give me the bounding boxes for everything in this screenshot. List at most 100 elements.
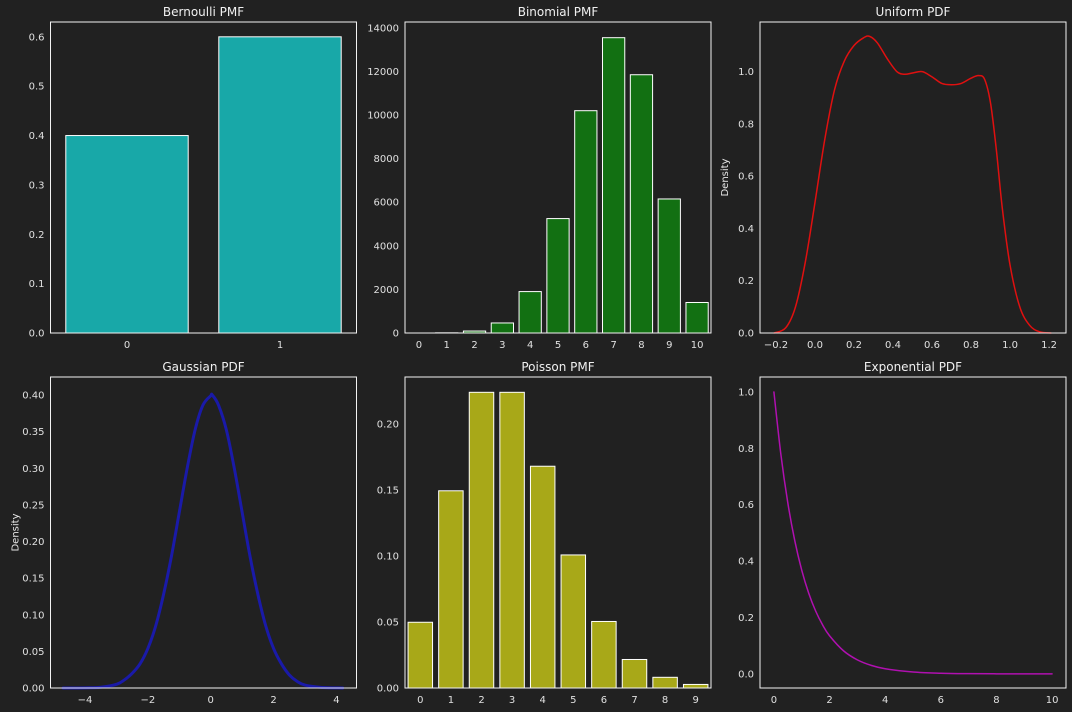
binomial-bar-4: [518, 291, 542, 334]
exponential-xtick-label: 8: [993, 695, 999, 706]
poisson-bar-2: [468, 391, 495, 689]
gaussian-ylabel: Density: [11, 513, 22, 551]
bernoulli-ytick-label: 0.4: [29, 131, 45, 142]
exponential-title: Exponential PDF: [864, 360, 962, 374]
poisson-ytick-label: 0.15: [377, 485, 399, 496]
binomial-xtick-label: 3: [499, 340, 505, 351]
gaussian-ytick-label: 0.20: [22, 537, 44, 548]
subplot-grid: Bernoulli PMF 0 1 0.0 0.1 0.2 0.3 0.4 0.5 0.6 Bino…: [11, 5, 1067, 706]
gaussian-ytick-label: 0.35: [22, 427, 44, 438]
poisson-xtick-label: 6: [601, 695, 607, 706]
bernoulli-ytick-label: 0.3: [29, 180, 45, 191]
uniform-ytick-label: 0.4: [738, 224, 754, 235]
poisson-ytick-label: 0.20: [377, 419, 399, 430]
poisson-ytick-label: 0.10: [377, 551, 399, 562]
binomial-axes-frame: [404, 21, 712, 334]
binomial-ytick-label: 4000: [374, 241, 399, 252]
binomial-ytick-label: 14000: [367, 23, 399, 34]
gaussian-ytick-label: 0.10: [22, 610, 44, 621]
exponential-xtick-label: 0: [771, 695, 777, 706]
poisson-xtick-label: 2: [478, 695, 484, 706]
binomial-xtick-label: 6: [583, 340, 589, 351]
exponential-ytick-label: 1.0: [738, 387, 754, 398]
bernoulli-xtick-label: 0: [124, 340, 130, 351]
exponential-xtick-label: 2: [826, 695, 832, 706]
uniform-xtick-label: 0.4: [885, 340, 901, 351]
poisson-title: Poisson PMF: [521, 360, 594, 374]
poisson-xtick-label: 5: [570, 695, 576, 706]
binomial-title: Binomial PMF: [518, 5, 599, 19]
poisson-axes-frame: [404, 376, 712, 689]
poisson-xtick-label: 4: [540, 695, 546, 706]
gaussian-xtick-label: 0: [208, 695, 214, 706]
gaussian-ytick-label: 0.00: [22, 684, 44, 695]
poisson-xtick-label: 1: [448, 695, 454, 706]
poisson-bar-8: [652, 676, 678, 689]
gaussian-xtick-label: 2: [270, 695, 276, 706]
poisson-xtick-label: 3: [509, 695, 515, 706]
uniform-axes-frame: [759, 21, 1067, 334]
bernoulli-ytick-label: 0.1: [29, 279, 45, 290]
poisson-bar-1: [438, 490, 464, 689]
uniform-curve: [773, 35, 1052, 334]
bernoulli-subplot: Bernoulli PMF 0 1 0.0 0.1 0.2 0.3 0.4 0.5 0.6: [29, 5, 357, 351]
uniform-subplot: Uniform PDF −0.2 0.0 0.2 0.4 0.6 0.8 1.0 1.2 0.0 0…: [720, 5, 1067, 351]
binomial-xtick-label: 10: [691, 340, 704, 351]
gaussian-xtick-label: 4: [333, 695, 339, 706]
exponential-ytick-label: 0.2: [738, 613, 754, 624]
uniform-xtick-label: 0.8: [963, 340, 979, 351]
poisson-bar-0: [407, 621, 434, 689]
uniform-ytick-label: 0.8: [738, 119, 754, 130]
exponential-ytick-label: 0.8: [738, 444, 754, 455]
gaussian-subplot: Gaussian PDF −4 −2 0 2 4 0.00 0.05 0.10 0.15 0.20 0…: [11, 360, 357, 706]
gaussian-ytick-label: 0.15: [22, 574, 44, 585]
binomial-bar-8: [629, 74, 654, 334]
binomial-bar-3: [490, 322, 514, 334]
poisson-xtick-label: 9: [693, 695, 699, 706]
exponential-ytick-label: 0.6: [738, 500, 754, 511]
binomial-xtick-label: 8: [638, 340, 644, 351]
exponential-ytick-label: 0.4: [738, 557, 754, 568]
exponential-xtick-label: 10: [1046, 695, 1059, 706]
uniform-ytick-label: 0.6: [738, 172, 754, 183]
binomial-xtick-label: 2: [471, 340, 477, 351]
bernoulli-title: Bernoulli PMF: [163, 5, 244, 19]
poisson-bar-3: [499, 391, 525, 689]
bernoulli-bar-0: [65, 135, 189, 334]
binomial-bar-6: [574, 110, 598, 334]
binomial-ytick-label: 8000: [374, 154, 399, 165]
gaussian-axes-frame: [50, 376, 357, 689]
binomial-ytick-label: 0: [393, 329, 399, 340]
uniform-ytick-label: 0.0: [738, 329, 754, 340]
uniform-ytick-label: 0.2: [738, 276, 754, 287]
gaussian-ytick-label: 0.40: [22, 391, 44, 402]
poisson-ytick-label: 0.00: [377, 684, 399, 695]
poisson-bar-7: [621, 658, 648, 689]
gaussian-ytick-label: 0.05: [22, 647, 44, 658]
poisson-xtick-label: 8: [662, 695, 668, 706]
bernoulli-ytick-label: 0.5: [29, 82, 45, 93]
uniform-xtick-label: 1.0: [1002, 340, 1018, 351]
exponential-axes-frame: [759, 376, 1067, 689]
binomial-xtick-label: 7: [610, 340, 616, 351]
binomial-xtick-label: 5: [555, 340, 561, 351]
binomial-subplot: Binomial PMF 0 1 2 3 4 5 6 7 8 9 10 0 2000 4000 6000 800…: [367, 5, 712, 351]
binomial-bar-7: [602, 37, 626, 334]
binomial-xtick-label: 0: [416, 340, 422, 351]
exponential-curve: [773, 391, 1053, 675]
uniform-xtick-label: 0.6: [924, 340, 940, 351]
exponential-xtick-label: 4: [882, 695, 888, 706]
gaussian-xtick-label: −4: [78, 695, 93, 706]
uniform-xtick-label: 1.2: [1041, 340, 1057, 351]
poisson-bar-6: [591, 620, 617, 689]
gaussian-ytick-label: 0.25: [22, 500, 44, 511]
binomial-bar-5: [546, 218, 570, 334]
binomial-ytick-label: 12000: [367, 67, 399, 78]
poisson-xtick-label: 0: [417, 695, 423, 706]
bernoulli-bar-1: [218, 36, 342, 334]
uniform-xtick-label: 0.2: [846, 340, 862, 351]
poisson-bar-5: [560, 554, 587, 689]
exponential-xtick-label: 6: [938, 695, 944, 706]
binomial-ytick-label: 6000: [374, 198, 399, 209]
